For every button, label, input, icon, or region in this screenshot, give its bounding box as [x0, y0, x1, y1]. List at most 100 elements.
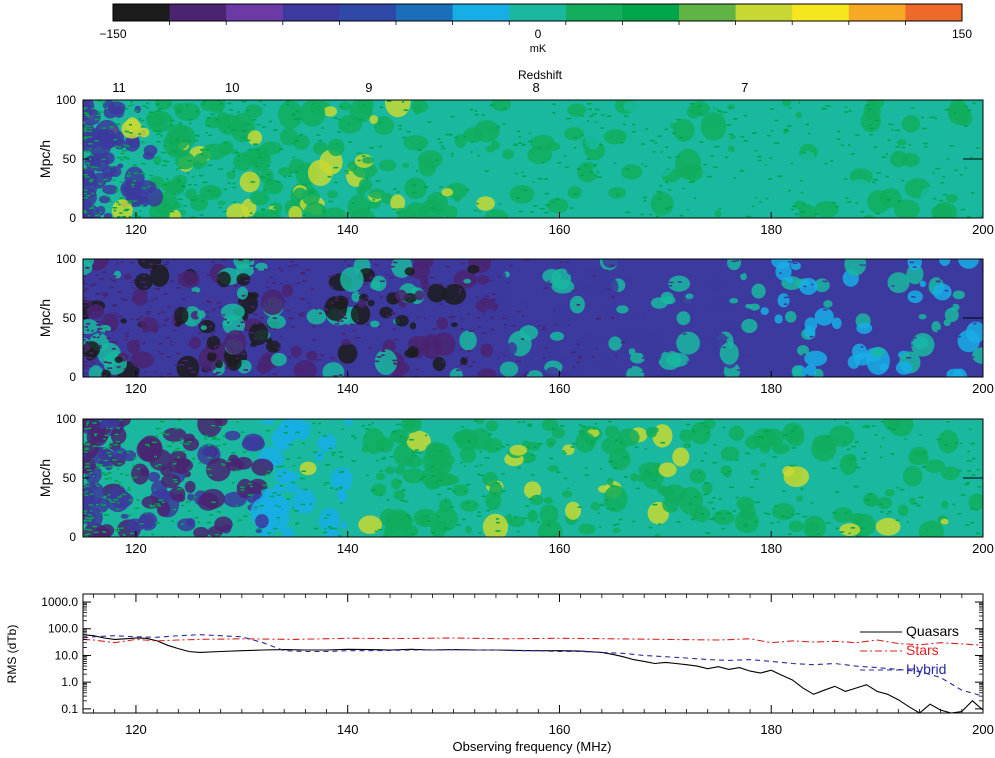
map-speck [872, 281, 875, 284]
map-blob [138, 127, 150, 138]
map-speck [171, 520, 174, 522]
map-speck [101, 261, 106, 264]
map-speck [843, 441, 847, 444]
map-x-tick-label: 160 [549, 381, 571, 396]
map-blob [295, 424, 310, 441]
map-speck [485, 265, 489, 267]
map-blob [831, 317, 842, 330]
map-speck [981, 292, 983, 294]
map-speck [965, 524, 969, 526]
map-speck [157, 463, 162, 466]
map-speck [623, 115, 629, 117]
map-speck [128, 216, 131, 218]
map-speck [454, 136, 459, 139]
map-speck [297, 457, 301, 459]
map-blob [288, 205, 303, 218]
map-speck [845, 197, 849, 199]
map-speck [237, 325, 240, 327]
map-speck [379, 296, 383, 298]
map-blob [139, 468, 150, 477]
map-speck [338, 374, 343, 376]
map-speck [337, 118, 341, 121]
map-speck [231, 451, 236, 454]
map-speck [97, 328, 101, 330]
map-speck [378, 528, 383, 531]
map-speck [506, 444, 511, 446]
map-speck [474, 110, 478, 112]
map-speck [537, 442, 543, 445]
map-speck [872, 178, 878, 181]
map-blob [281, 284, 294, 297]
map-speck [466, 440, 471, 443]
map-speck [829, 259, 833, 262]
map-speck [191, 216, 196, 218]
map-speck [169, 124, 174, 127]
map-speck [774, 353, 778, 355]
map-speck [676, 118, 681, 121]
map-blob [626, 366, 645, 377]
map-speck [481, 114, 485, 116]
map-speck [113, 209, 117, 212]
map-speck [559, 425, 564, 427]
map-speck [84, 364, 89, 366]
map-speck [199, 214, 204, 216]
map-speck [833, 297, 837, 300]
map-speck [83, 535, 89, 537]
map-speck [885, 153, 889, 155]
map-speck [658, 197, 662, 200]
map-speck [221, 259, 226, 261]
map-speck [474, 113, 479, 116]
map-speck [221, 463, 224, 465]
map-speck [231, 482, 235, 484]
map-speck [201, 445, 204, 447]
map-speck [379, 470, 383, 472]
map-speck [524, 372, 529, 374]
map-blob [114, 356, 123, 363]
map-speck [94, 118, 100, 121]
map-speck [869, 127, 874, 130]
map-blob [709, 276, 726, 291]
map-speck [712, 507, 716, 510]
map-speck [566, 117, 571, 120]
map-speck [109, 500, 113, 503]
map-speck [439, 303, 443, 306]
map-blob [488, 125, 497, 135]
map-blob [322, 362, 345, 377]
map-x-tick-label: 180 [760, 222, 782, 237]
map-blob [823, 300, 833, 308]
map-speck [156, 140, 161, 143]
map-blob [244, 104, 263, 119]
map-speck [272, 328, 277, 331]
map-speck [292, 507, 295, 509]
map-speck [860, 210, 865, 213]
map-speck [267, 532, 271, 534]
map-blob [662, 484, 686, 503]
map-speck [688, 370, 693, 372]
map-speck [131, 186, 135, 188]
map-speck [190, 199, 196, 201]
map-speck [247, 494, 253, 496]
map-speck [93, 166, 99, 169]
map-blob [714, 209, 722, 218]
map-speck [764, 164, 767, 166]
map-speck [158, 343, 163, 345]
map-speck [380, 448, 384, 451]
map-speck [736, 360, 740, 363]
map-speck [944, 108, 949, 111]
map-speck [788, 261, 792, 263]
map-speck [87, 442, 91, 445]
map-speck [946, 421, 950, 423]
map-speck [722, 346, 726, 349]
map-speck [186, 104, 190, 106]
map-speck [876, 315, 881, 317]
map-blob [83, 491, 95, 505]
map-blob [785, 311, 797, 323]
map-speck [93, 433, 98, 435]
map-speck [208, 444, 211, 447]
map-speck [329, 487, 334, 489]
map-speck [212, 437, 217, 439]
map-speck [798, 361, 803, 364]
map-speck [484, 170, 489, 172]
map-blob [83, 213, 92, 218]
map-speck [94, 434, 97, 437]
